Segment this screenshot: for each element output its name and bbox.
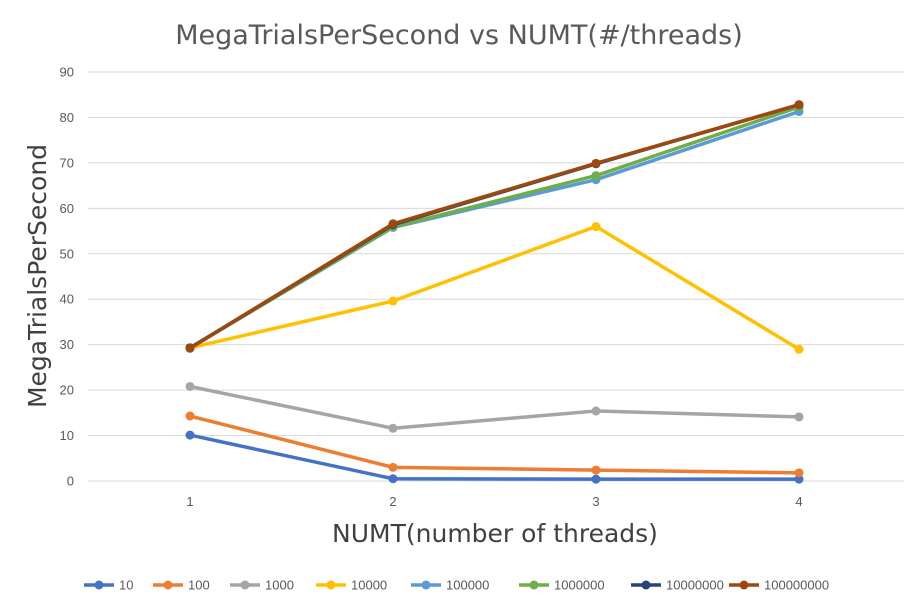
- data-point: [185, 381, 195, 391]
- data-point: [388, 462, 398, 472]
- data-point: [388, 219, 398, 229]
- series-100: [185, 411, 804, 478]
- y-tick-label: 80: [60, 110, 74, 125]
- series-100000000: [185, 100, 804, 353]
- series-line: [188, 109, 801, 350]
- legend-label: 10000: [351, 578, 387, 593]
- y-tick-label: 30: [60, 337, 74, 352]
- legend-item: 1000000: [519, 578, 605, 593]
- legend-item: 10000: [316, 578, 387, 593]
- series-line: [188, 414, 801, 475]
- legend-swatch-marker: [421, 580, 431, 590]
- legend-swatch-marker: [641, 580, 651, 590]
- data-point: [591, 465, 601, 475]
- y-tick-label: 0: [67, 474, 74, 489]
- data-point: [794, 344, 804, 354]
- legend-item: 100000: [411, 578, 489, 593]
- data-point: [794, 474, 804, 484]
- x-tick-label: 3: [592, 494, 599, 509]
- data-point: [591, 406, 601, 416]
- series-lines: [185, 100, 804, 484]
- y-tick-label: 50: [60, 246, 74, 261]
- legend-label: 100: [188, 578, 210, 593]
- series-10000: [185, 222, 804, 354]
- y-tick-label: 60: [60, 201, 74, 216]
- y-tick-label: 20: [60, 383, 74, 398]
- legend-label: 10: [119, 578, 133, 593]
- legend-label: 1000: [265, 578, 294, 593]
- x-axis-ticks: 1 2 3 4: [186, 494, 802, 509]
- legend-item: 10: [84, 578, 133, 593]
- data-point: [794, 412, 804, 422]
- legend-item: 100: [153, 578, 210, 593]
- y-axis-ticks: 0 10 20 30 40 50 60 70 80 90: [60, 65, 74, 489]
- legend-item: 1000: [230, 578, 294, 593]
- data-point: [591, 474, 601, 484]
- series-line: [188, 102, 801, 351]
- legend-item: 100000000: [729, 578, 829, 593]
- x-tick-label: 4: [795, 494, 802, 509]
- data-point: [388, 474, 398, 484]
- legend-label: 10000000: [666, 578, 724, 593]
- data-point: [388, 296, 398, 306]
- y-tick-label: 90: [60, 65, 74, 80]
- legend-swatch-marker: [163, 580, 173, 590]
- legend-swatch-marker: [529, 580, 539, 590]
- legend-swatch-marker: [240, 580, 250, 590]
- y-tick-label: 10: [60, 428, 74, 443]
- series-line: [188, 224, 801, 351]
- legend-label: 1000000: [554, 578, 605, 593]
- data-point: [591, 158, 601, 168]
- data-point: [185, 343, 195, 353]
- legend-swatch-marker: [94, 580, 104, 590]
- x-tick-label: 1: [186, 494, 193, 509]
- legend: 10 100 1000 10000 100000 1000000 10000000 10000…: [84, 578, 829, 593]
- data-point: [185, 430, 195, 440]
- chart-title: MegaTrialsPerSecond vs NUMT(#/threads): [175, 20, 743, 51]
- series-10: [185, 430, 804, 484]
- legend-label: 100000: [446, 578, 489, 593]
- y-tick-label: 40: [60, 292, 74, 307]
- data-point: [591, 222, 601, 232]
- x-axis-label: NUMT(number of threads): [332, 519, 658, 548]
- legend-item: 10000000: [631, 578, 724, 593]
- data-point: [794, 100, 804, 110]
- y-axis-label: MegaTrialsPerSecond: [23, 144, 52, 408]
- legend-swatch-marker: [326, 580, 336, 590]
- data-point: [794, 468, 804, 478]
- series-line: [188, 433, 801, 481]
- data-point: [591, 171, 601, 181]
- data-point: [388, 423, 398, 433]
- data-point: [185, 411, 195, 421]
- legend-label: 100000000: [764, 578, 829, 593]
- legend-swatch-marker: [739, 580, 749, 590]
- series-line: [188, 384, 801, 431]
- series-1000: [185, 381, 804, 433]
- x-tick-label: 2: [389, 494, 396, 509]
- y-tick-label: 70: [60, 155, 74, 170]
- gridlines: [88, 71, 904, 482]
- series-100000: [185, 107, 804, 353]
